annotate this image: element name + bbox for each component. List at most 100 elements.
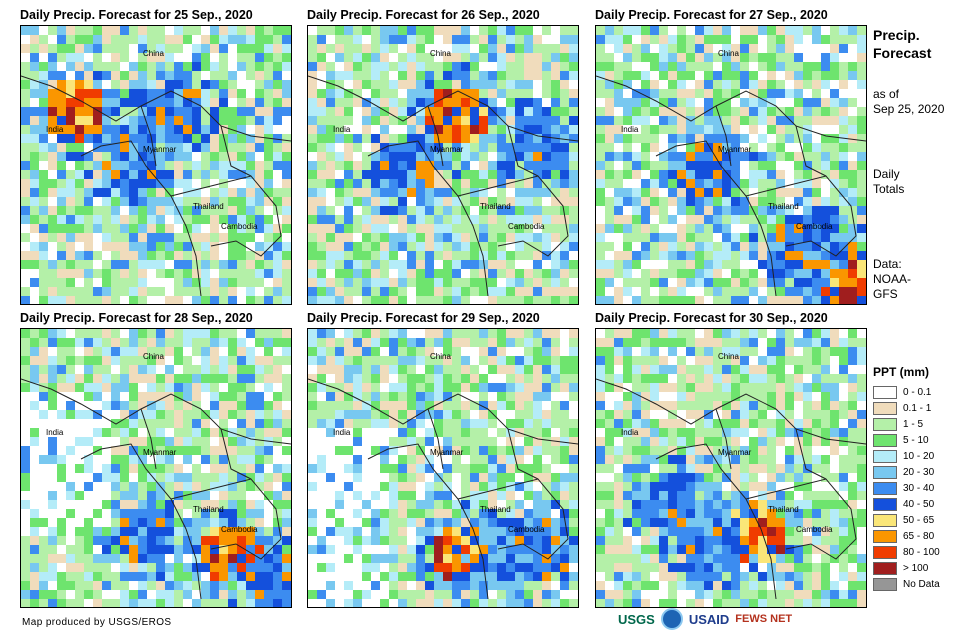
precip-cell xyxy=(255,206,264,215)
precip-cell xyxy=(704,170,713,179)
precip-cell xyxy=(722,374,731,383)
precip-cell xyxy=(317,527,326,536)
precip-cell xyxy=(479,71,488,80)
precip-cell xyxy=(183,152,192,161)
precip-cell xyxy=(479,251,488,260)
precip-cell xyxy=(542,53,551,62)
precip-cell xyxy=(560,143,569,152)
precip-cell xyxy=(183,134,192,143)
precip-cell xyxy=(713,278,722,287)
precip-cell xyxy=(533,491,542,500)
precip-cell xyxy=(138,80,147,89)
precip-cell xyxy=(210,536,219,545)
precip-cell xyxy=(111,242,120,251)
precip-cell xyxy=(380,269,389,278)
precip-cell xyxy=(66,206,75,215)
precip-cell xyxy=(174,89,183,98)
precip-cell xyxy=(785,134,794,143)
panel-title: Daily Precip. Forecast for 28 Sep., 2020 xyxy=(20,311,253,325)
precip-cell xyxy=(785,170,794,179)
precip-cell xyxy=(183,527,192,536)
precip-cell xyxy=(785,374,794,383)
precip-cell xyxy=(380,98,389,107)
precip-cell xyxy=(785,98,794,107)
precip-cell xyxy=(380,563,389,572)
precip-cell xyxy=(677,143,686,152)
precip-cell xyxy=(111,383,120,392)
border-line xyxy=(457,175,569,257)
precip-cell xyxy=(686,287,695,296)
precip-cell xyxy=(398,260,407,269)
precip-cell xyxy=(371,473,380,482)
precip-cell xyxy=(353,464,362,473)
precip-cell xyxy=(506,26,515,35)
precip-cell xyxy=(84,365,93,374)
precip-cell xyxy=(308,509,317,518)
precip-cell xyxy=(21,188,30,197)
precip-cell xyxy=(506,215,515,224)
precip-cell xyxy=(677,296,686,304)
precip-cell xyxy=(515,509,524,518)
precip-cell xyxy=(389,428,398,437)
precip-cell xyxy=(380,392,389,401)
precip-cell xyxy=(497,269,506,278)
precip-cell xyxy=(246,179,255,188)
precip-cell xyxy=(830,401,839,410)
precip-cell xyxy=(129,170,138,179)
precip-cell xyxy=(641,179,650,188)
precip-cell xyxy=(237,446,246,455)
precip-cell xyxy=(57,215,66,224)
precip-cell xyxy=(201,572,210,581)
precip-cell xyxy=(740,188,749,197)
precip-cell xyxy=(120,581,129,590)
precip-cell xyxy=(749,188,758,197)
precip-cell xyxy=(111,473,120,482)
precip-cell xyxy=(767,215,776,224)
precip-cell xyxy=(668,53,677,62)
precip-cell xyxy=(506,410,515,419)
precip-cell xyxy=(210,356,219,365)
precip-cell xyxy=(443,152,452,161)
precip-cell xyxy=(488,197,497,206)
precip-cell xyxy=(632,197,641,206)
precip-cell xyxy=(111,581,120,590)
precip-cell xyxy=(102,599,111,607)
precip-cell xyxy=(183,464,192,473)
precip-cell xyxy=(57,107,66,116)
precip-cell xyxy=(237,134,246,143)
precip-cell xyxy=(686,392,695,401)
precip-cell xyxy=(569,374,578,383)
precip-cell xyxy=(165,509,174,518)
precip-cell xyxy=(605,269,614,278)
precip-cell xyxy=(210,329,219,338)
precip-cell xyxy=(156,554,165,563)
precip-cell xyxy=(812,134,821,143)
precip-cell xyxy=(767,161,776,170)
precip-cell xyxy=(488,455,497,464)
precip-cell xyxy=(416,482,425,491)
precip-cell xyxy=(488,287,497,296)
precip-cell xyxy=(632,392,641,401)
precip-cell xyxy=(497,107,506,116)
precip-cell xyxy=(632,269,641,278)
precip-cell xyxy=(452,509,461,518)
precip-cell xyxy=(362,179,371,188)
precip-cell xyxy=(515,518,524,527)
precip-cell xyxy=(704,287,713,296)
precip-cell xyxy=(120,599,129,607)
precip-cell xyxy=(551,347,560,356)
precip-cell xyxy=(515,500,524,509)
precip-cell xyxy=(165,419,174,428)
precip-cell xyxy=(219,518,228,527)
precip-cell xyxy=(533,464,542,473)
precip-cell xyxy=(353,296,362,304)
precip-cell xyxy=(371,563,380,572)
precip-cell xyxy=(767,89,776,98)
precip-cell xyxy=(551,251,560,260)
precip-cell xyxy=(659,392,668,401)
precip-cell xyxy=(659,233,668,242)
precip-cell xyxy=(129,296,138,304)
precip-cell xyxy=(30,44,39,53)
precip-cell xyxy=(264,125,273,134)
